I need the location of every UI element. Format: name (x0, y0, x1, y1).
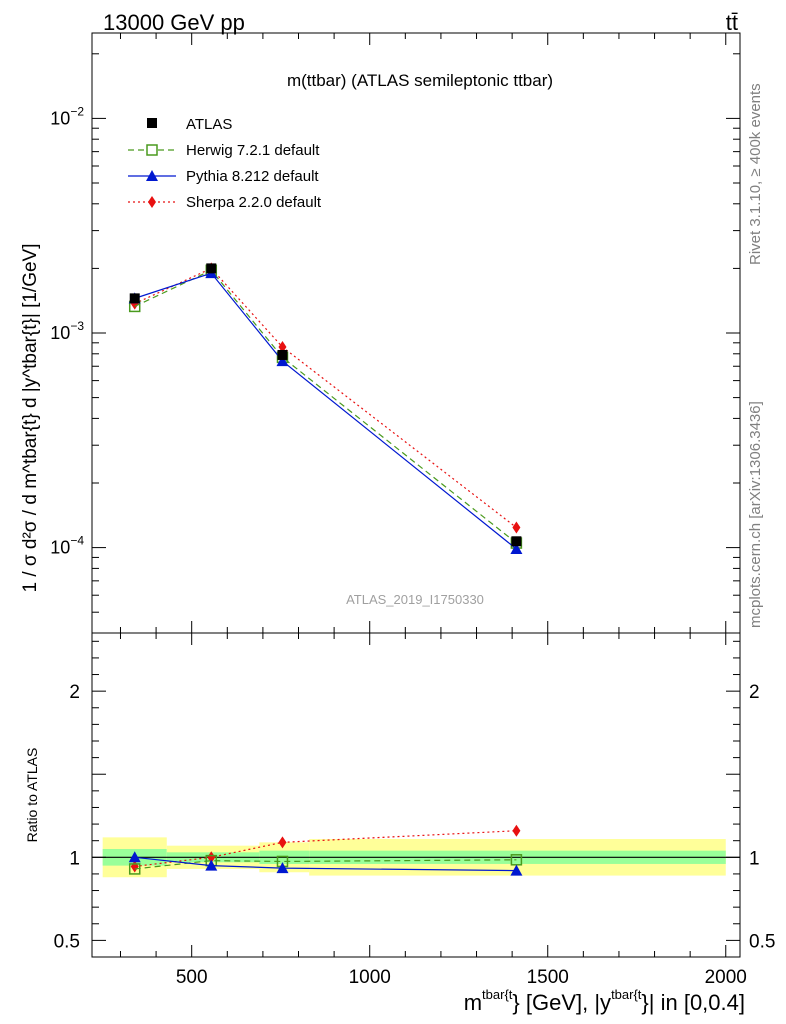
legend-marker-pythia (146, 170, 158, 181)
point-atlas (277, 349, 288, 360)
y-tick-label: 10−2 (50, 104, 84, 128)
y-tick-label: 10−4 (50, 534, 84, 558)
ratio-point-pythia (510, 864, 523, 876)
legend-marker-herwig (146, 144, 158, 156)
ratio-tick-label-right: 2 (749, 682, 760, 703)
ratio-point-pythia (205, 859, 218, 871)
point-sherpa (512, 521, 521, 534)
ratio-tick-label-left: 1 (69, 848, 80, 869)
ratio-point-sherpa (512, 824, 521, 837)
axes: 500 1000 1500 2000 10−2 10−3 10−4 0.5 0.5 1 1 2 2 (50, 32, 775, 988)
point-atlas (206, 263, 217, 274)
rivet-label: Rivet 3.1.10, ≥ 400k events (747, 83, 764, 265)
legend-marker-atlas (147, 118, 157, 128)
legend-label-herwig: Herwig 7.2.1 default (186, 142, 320, 159)
header-left: 13000 GeV pp (103, 10, 245, 35)
ratio-point-herwig (128, 863, 141, 875)
ratio-point-pythia (276, 862, 289, 874)
ratio-tick-label-right: 0.5 (749, 931, 775, 952)
mcplots-label: mcplots.cern.ch [arXiv:1306.3436] (747, 401, 764, 628)
ratio-bands (92, 837, 740, 878)
legend-label-pythia: Pythia 8.212 default (186, 168, 319, 185)
ratio-line-pythia (134, 856, 517, 872)
legend-label-sherpa: Sherpa 2.2.0 default (186, 194, 322, 211)
x-tick-label: 2000 (705, 967, 747, 988)
ratio-y-axis-label: Ratio to ATLAS (24, 748, 40, 843)
ratio-tick-label-right: 1 (749, 848, 760, 869)
series-line-pythia (134, 272, 517, 550)
x-tick-label: 500 (176, 967, 208, 988)
legend-marker-sherpa (148, 196, 156, 208)
analysis-watermark: ATLAS_2019_I1750330 (346, 592, 484, 607)
header-right: tt̄ (726, 10, 738, 35)
ratio-tick-label-left: 0.5 (54, 931, 80, 952)
ratio-line-sherpa (134, 830, 517, 868)
legend-label-atlas: ATLAS (186, 116, 232, 133)
point-pythia (510, 543, 523, 555)
x-axis-label: mtbar{t} [GeV], |ytbar{t}| in [0,0.4] (464, 987, 745, 1015)
x-tick-label: 1000 (349, 967, 391, 988)
series-line-herwig (134, 269, 517, 544)
chart-title: m(ttbar) (ATLAS semileptonic ttbar) (287, 71, 553, 90)
main-series (128, 262, 523, 555)
ratio-frame (91, 632, 741, 958)
y-tick-label: 10−3 (50, 319, 84, 343)
ratio-point-sherpa (278, 836, 287, 849)
ratio-point-pythia (128, 851, 141, 863)
point-atlas (511, 536, 522, 547)
legend: ATLAS Herwig 7.2.1 default Pythia 8.212 … (128, 116, 322, 211)
ratio-tick-label-left: 2 (69, 682, 80, 703)
point-pythia (276, 355, 289, 367)
series-line-sherpa (134, 267, 517, 529)
point-atlas (129, 293, 140, 304)
ratio-line-herwig (134, 859, 517, 870)
x-tick-label: 1500 (527, 967, 569, 988)
y-axis-label: 1 / σ d²σ / d m^tbar{t} d |y^tbar{t}| [1… (20, 244, 41, 593)
ratio-series (128, 824, 523, 876)
